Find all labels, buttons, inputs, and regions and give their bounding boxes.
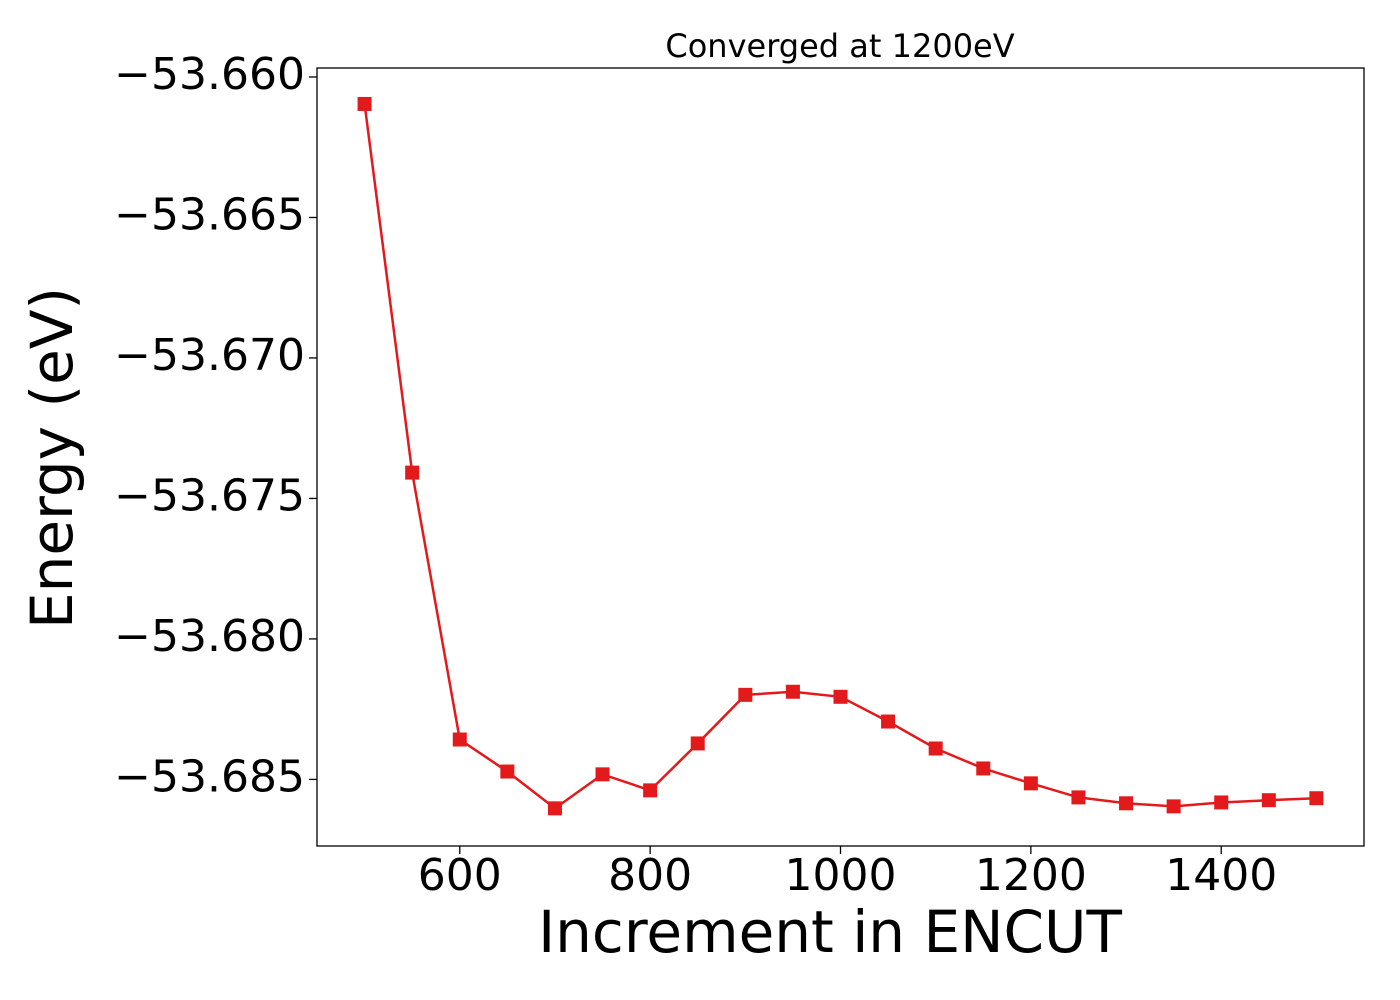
x-tick-label: 1400 bbox=[1165, 850, 1277, 901]
data-point bbox=[500, 764, 515, 779]
data-point bbox=[1023, 776, 1038, 791]
x-tick-label: 600 bbox=[418, 850, 502, 901]
plot-frame bbox=[316, 67, 1365, 847]
y-tick-label: −53.685 bbox=[114, 751, 305, 802]
data-point bbox=[785, 684, 800, 699]
x-axis-label: Increment in ENCUT bbox=[538, 898, 1122, 966]
data-point bbox=[690, 736, 705, 751]
data-point bbox=[881, 714, 896, 729]
data-point bbox=[1166, 799, 1181, 814]
data-point bbox=[1119, 796, 1134, 811]
data-point bbox=[833, 689, 848, 704]
data-point bbox=[928, 741, 943, 756]
y-tick-label: −53.660 bbox=[114, 49, 305, 100]
y-tick-label: −53.670 bbox=[114, 330, 305, 381]
y-axis-label: Energy (eV) bbox=[18, 287, 86, 629]
y-tick-label: −53.675 bbox=[114, 470, 305, 521]
data-point bbox=[405, 465, 420, 480]
data-point bbox=[547, 801, 562, 816]
data-point bbox=[357, 96, 372, 111]
y-tick-label: −53.665 bbox=[114, 189, 305, 240]
data-point bbox=[738, 687, 753, 702]
data-point bbox=[1309, 791, 1324, 806]
data-point bbox=[1071, 790, 1086, 805]
x-tick-label: 1200 bbox=[975, 850, 1087, 901]
data-point bbox=[976, 761, 991, 776]
chart-title: Converged at 1200eV bbox=[665, 27, 1014, 65]
data-point bbox=[1261, 793, 1276, 808]
x-tick-label: 800 bbox=[608, 850, 692, 901]
data-point bbox=[1214, 795, 1229, 810]
data-point bbox=[595, 767, 610, 782]
data-point bbox=[643, 783, 658, 798]
y-tick-label: −53.680 bbox=[114, 611, 305, 662]
data-point bbox=[452, 732, 467, 747]
x-tick-label: 1000 bbox=[785, 850, 897, 901]
